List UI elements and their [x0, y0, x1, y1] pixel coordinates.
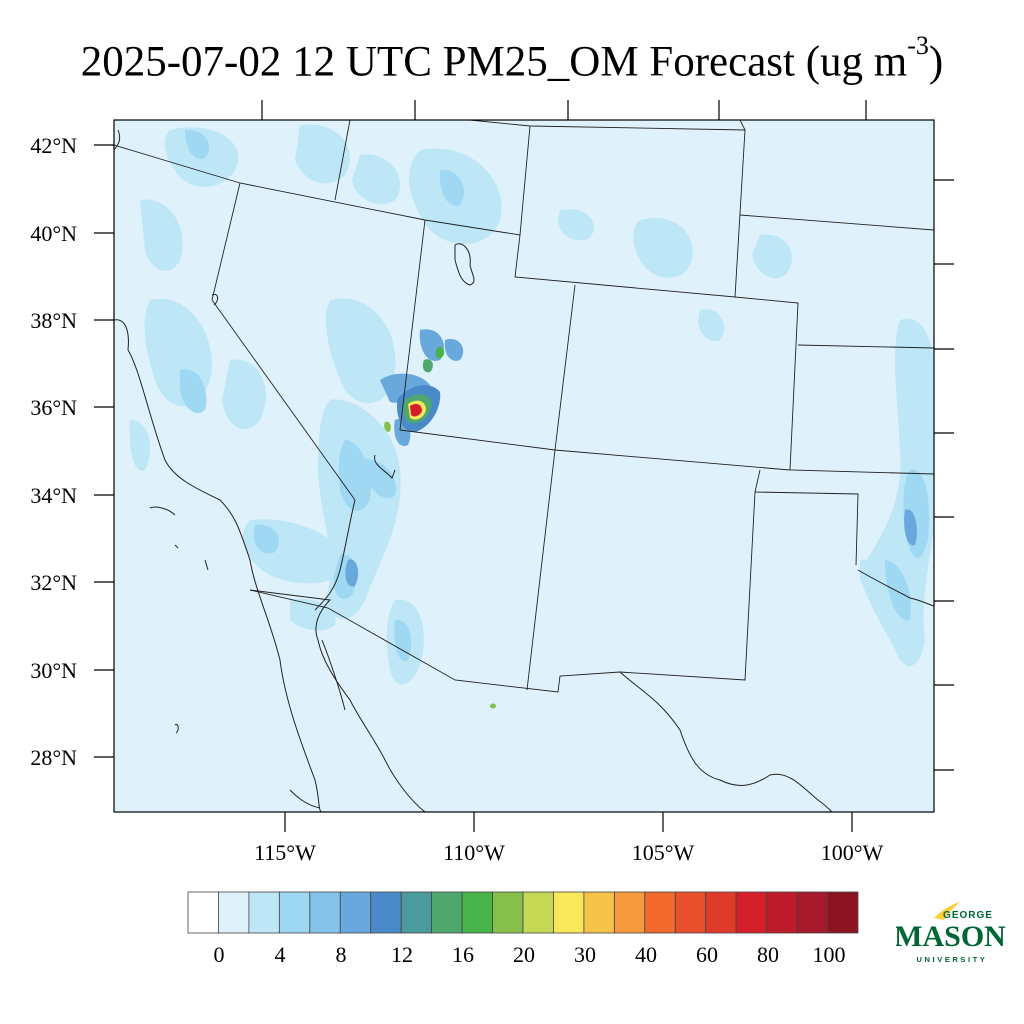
colorbar-swatch: [248, 891, 280, 934]
colorbar: [187, 891, 859, 934]
colorbar-label: 0: [214, 942, 225, 967]
colorbar-label: 40: [635, 942, 657, 967]
map-frame: [113, 119, 935, 813]
colorbar-swatch: [705, 891, 737, 934]
right-axis-ticks: [934, 179, 954, 771]
map-title: 2025-07-02 12 UTC PM25_OM Forecast (ug m…: [80, 31, 944, 86]
state-boundaries: [114, 120, 934, 693]
colorbar-label: 4: [275, 942, 286, 967]
colorbar-label: 60: [696, 942, 718, 967]
colorbar-swatch: [644, 891, 676, 934]
colorbar-swatch: [461, 891, 493, 934]
lon-label: 105°W: [632, 840, 695, 865]
colorbar-swatch: [309, 891, 341, 934]
colorbar-swatch: [339, 891, 372, 934]
colorbar-label: 80: [757, 942, 779, 967]
smoke-plume: [384, 347, 496, 709]
colorbar-swatch: [278, 891, 311, 934]
colorbar-label: 16: [452, 942, 474, 967]
colorbar-swatch: [766, 891, 798, 934]
lon-label: 100°W: [821, 840, 884, 865]
lat-label: 34°N: [30, 483, 77, 508]
colorbar-swatch: [674, 891, 707, 934]
lat-label: 38°N: [30, 308, 77, 333]
george-mason-logo: GEORGE MASON UNIVERSITY: [896, 902, 1006, 964]
colorbar-swatch: [431, 891, 463, 934]
colorbar-swatch: [827, 891, 859, 934]
colorbar-swatch: [187, 891, 219, 934]
colorbar-swatch: [613, 891, 646, 934]
colorbar-label: 30: [574, 942, 596, 967]
logo-flame-icon: [934, 902, 960, 920]
colorbar-labels: 0 4 8 12 16 20 30 40 60 80 100: [214, 942, 846, 967]
left-axis-ticks: [94, 144, 114, 758]
concentration-field: [114, 120, 934, 812]
latitude-labels: 42°N 40°N 38°N 36°N 34°N 32°N 30°N 28°N: [30, 133, 77, 770]
colorbar-swatch: [522, 891, 554, 934]
colorbar-swatch: [735, 891, 768, 934]
colorbar-label: 12: [391, 942, 413, 967]
lat-label: 42°N: [30, 133, 77, 158]
colorbar-swatch: [796, 891, 828, 934]
lat-label: 28°N: [30, 745, 77, 770]
logo-line1: GEORGE: [943, 910, 993, 921]
colorbar-swatch: [553, 891, 585, 934]
colorbar-label: 100: [813, 942, 846, 967]
colorbar-label: 20: [513, 942, 535, 967]
lat-label: 30°N: [30, 658, 77, 683]
colorbar-swatch: [370, 891, 402, 934]
top-axis-ticks: [261, 100, 867, 120]
lon-label: 110°W: [443, 840, 505, 865]
colorbar-swatch: [218, 891, 250, 934]
lat-label: 40°N: [30, 221, 77, 246]
lat-label: 32°N: [30, 570, 77, 595]
longitude-labels: 115°W 110°W 105°W 100°W: [254, 840, 883, 865]
logo-line2: MASON: [896, 920, 1006, 953]
bottom-axis-ticks: [284, 812, 853, 832]
logo-line3: UNIVERSITY: [916, 955, 987, 964]
lon-label: 115°W: [254, 840, 316, 865]
colorbar-label: 8: [336, 942, 347, 967]
colorbar-swatch: [583, 891, 615, 934]
colorbar-swatch: [400, 891, 433, 934]
lat-label: 36°N: [30, 395, 77, 420]
coastlines: [114, 129, 934, 812]
colorbar-swatch: [492, 891, 524, 934]
